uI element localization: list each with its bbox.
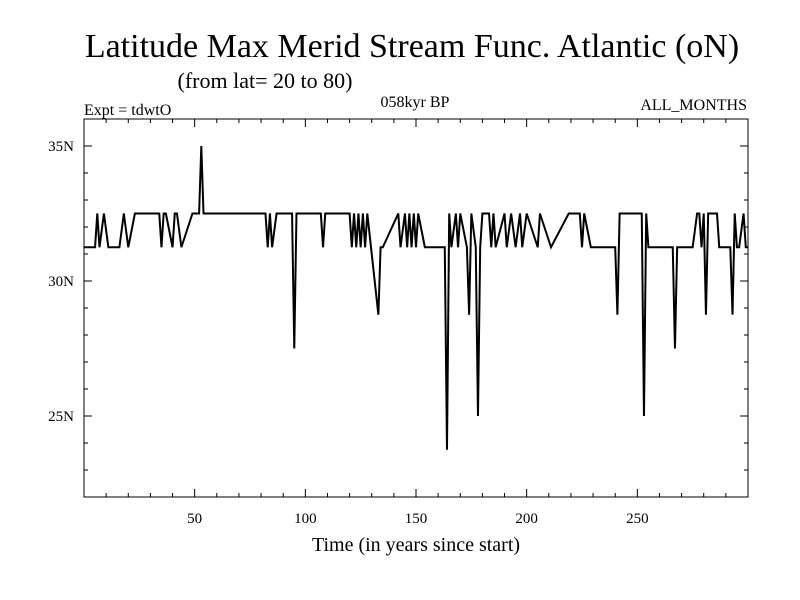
x-tick-label: 150 xyxy=(405,511,428,527)
y-tick-label: 25N xyxy=(48,409,74,425)
x-tick-label: 200 xyxy=(515,511,538,527)
chart-title: Latitude Max Merid Stream Func. Atlantic… xyxy=(85,28,739,65)
y-tick-label: 35N xyxy=(48,139,74,155)
chart-subtitle: (from lat= 20 to 80) xyxy=(178,68,353,93)
x-axis-ticks xyxy=(105,119,727,497)
y-tick-label: 30N xyxy=(48,274,74,290)
series-group xyxy=(84,145,748,450)
plot-frame xyxy=(83,118,749,498)
series-line xyxy=(84,145,748,450)
period-label: 058kyr BP xyxy=(381,94,450,111)
months-label: ALL_MONTHS xyxy=(640,97,747,114)
y-axis-ticks xyxy=(84,145,748,471)
x-tick-label: 250 xyxy=(626,511,649,527)
y-axis-tick-labels: 25N 30N 35N xyxy=(48,139,74,425)
x-axis-label: Time (in years since start) xyxy=(312,534,520,556)
x-tick-label: 100 xyxy=(294,511,317,527)
x-axis-tick-labels: 50 100 150 200 250 xyxy=(187,511,648,527)
experiment-label: Expt = tdwtO xyxy=(84,102,171,119)
x-tick-label: 50 xyxy=(187,511,202,527)
